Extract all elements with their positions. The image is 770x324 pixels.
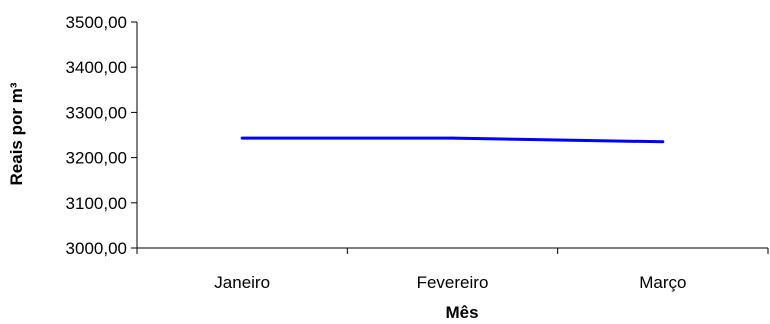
x-tick-label: Março — [639, 273, 686, 292]
x-tick-label: Janeiro — [214, 273, 270, 292]
data-point — [451, 136, 454, 140]
y-tick-label: 3100,00 — [66, 194, 127, 213]
x-axis-title: Mês — [445, 303, 478, 322]
x-axis: Janeiro Fevereiro Março — [136, 247, 769, 292]
data-point — [240, 136, 244, 140]
y-axis-title: Reais por m³ — [7, 82, 26, 185]
data-point — [661, 140, 665, 144]
y-axis: 3000,00 3100,00 3200,00 3300,00 3400,00 3500,… — [66, 13, 138, 258]
y-tick-label: 3500,00 — [66, 13, 127, 32]
y-tick-label: 3200,00 — [66, 149, 127, 168]
y-tick-label: 3300,00 — [66, 103, 127, 122]
y-tick-label: 3000,00 — [66, 239, 127, 258]
series-group — [240, 136, 665, 144]
x-tick-label: Fevereiro — [417, 273, 489, 292]
y-tick-label: 3400,00 — [66, 58, 127, 77]
